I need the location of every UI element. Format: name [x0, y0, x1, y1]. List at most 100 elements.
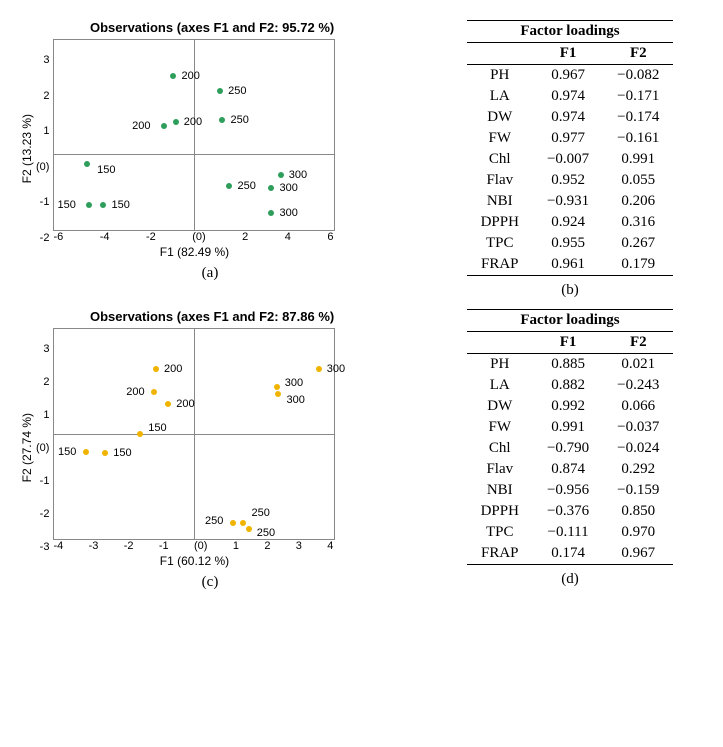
scatter-point: [100, 202, 106, 208]
point-label: 150: [113, 447, 131, 459]
scatter-point: [230, 520, 236, 526]
cell-f1: 0.977: [533, 128, 603, 149]
ytick-label: 3: [36, 54, 49, 66]
cell-f2: −0.243: [603, 375, 673, 396]
table-row: PH0.967−0.082: [467, 65, 674, 87]
ytick-label: 2: [36, 90, 49, 102]
point-label: 300: [279, 182, 297, 194]
chart-a-title: Observations (axes F1 and F2: 95.72 %): [20, 20, 400, 35]
caption-b: (b): [420, 282, 720, 299]
cell-f2: 0.055: [603, 170, 673, 191]
panel-a: Observations (axes F1 and F2: 95.72 %) F…: [20, 20, 400, 299]
ytick-label: -1: [36, 196, 49, 208]
xtick-label: 6: [327, 231, 333, 243]
cell-f2: 0.967: [603, 543, 673, 565]
point-label: 300: [286, 394, 304, 406]
point-label: 200: [176, 398, 194, 410]
chart-a-ylabel: F2 (13.23 %): [20, 114, 34, 183]
table-row: DW0.974−0.174: [467, 107, 674, 128]
scatter-point: [268, 185, 274, 191]
chart-c-plotarea: 150150150200200200250250250300300300: [53, 328, 335, 540]
row-label: LA: [467, 375, 533, 396]
cell-f1: 0.924: [533, 212, 603, 233]
cell-f1: −0.931: [533, 191, 603, 212]
point-label: 200: [126, 386, 144, 398]
caption-c: (c): [20, 574, 400, 591]
row-label: Chl: [467, 149, 533, 170]
xtick-label: -1: [159, 540, 169, 552]
point-label: 150: [111, 199, 129, 211]
cell-f2: 0.267: [603, 233, 673, 254]
figure-grid: Observations (axes F1 and F2: 95.72 %) F…: [20, 20, 703, 591]
table-row: LA0.882−0.243: [467, 375, 674, 396]
cell-f2: −0.024: [603, 438, 673, 459]
scatter-point: [153, 366, 159, 372]
cell-f2: 0.991: [603, 149, 673, 170]
xtick-label: (0): [194, 540, 207, 552]
chart-c-yticks: 321(0)-1-2-3: [36, 343, 53, 553]
chart-c-ylabel: F2 (27.74 %): [20, 413, 34, 482]
scatter-point: [170, 73, 176, 79]
chart-a-yticks: 321(0)-1-2: [36, 54, 53, 244]
table-row: Chl−0.0070.991: [467, 149, 674, 170]
cell-f1: 0.955: [533, 233, 603, 254]
scatter-point: [278, 172, 284, 178]
ytick-label: 3: [36, 343, 49, 355]
xtick-label: 3: [296, 540, 302, 552]
row-label: PH: [467, 65, 533, 87]
scatter-point: [151, 389, 157, 395]
point-label: 200: [164, 363, 182, 375]
table-row: DW0.9920.066: [467, 396, 674, 417]
row-label: FRAP: [467, 254, 533, 276]
table-col-header: F2: [603, 43, 673, 65]
point-label: 150: [97, 164, 115, 176]
table-title: Factor loadings: [467, 21, 674, 43]
point-label: 200: [132, 120, 150, 132]
cell-f2: −0.082: [603, 65, 673, 87]
xtick-label: -3: [89, 540, 99, 552]
table-row: DPPH−0.3760.850: [467, 501, 674, 522]
ytick-label: 2: [36, 376, 49, 388]
row-label: DW: [467, 107, 533, 128]
scatter-point: [274, 384, 280, 390]
table-row: LA0.974−0.171: [467, 86, 674, 107]
panel-b: Factor loadingsF1F2PH0.967−0.082LA0.974−…: [420, 20, 720, 299]
row-label: NBI: [467, 480, 533, 501]
chart-a: Observations (axes F1 and F2: 95.72 %) F…: [20, 20, 400, 259]
cell-f1: −0.956: [533, 480, 603, 501]
ytick-label: 1: [36, 125, 49, 137]
cell-f1: 0.967: [533, 65, 603, 87]
point-label: 250: [228, 85, 246, 97]
xtick-label: -4: [53, 540, 63, 552]
cell-f1: 0.874: [533, 459, 603, 480]
xtick-label: 2: [264, 540, 270, 552]
table-row: Flav0.9520.055: [467, 170, 674, 191]
table-col-header: F1: [533, 332, 603, 354]
cell-f1: 0.174: [533, 543, 603, 565]
cell-f2: −0.037: [603, 417, 673, 438]
cell-f1: −0.376: [533, 501, 603, 522]
cell-f2: −0.174: [603, 107, 673, 128]
xtick-label: 1: [233, 540, 239, 552]
panel-c: Observations (axes F1 and F2: 87.86 %) F…: [20, 309, 400, 591]
ytick-label: 1: [36, 409, 49, 421]
scatter-point: [217, 88, 223, 94]
row-label: TPC: [467, 233, 533, 254]
chart-c-title: Observations (axes F1 and F2: 87.86 %): [20, 309, 400, 324]
point-label: 250: [251, 507, 269, 519]
cell-f2: 0.021: [603, 354, 673, 376]
scatter-point: [316, 366, 322, 372]
table-row: DPPH0.9240.316: [467, 212, 674, 233]
row-label: FW: [467, 128, 533, 149]
row-label: TPC: [467, 522, 533, 543]
scatter-point: [137, 431, 143, 437]
xtick-label: -4: [100, 231, 110, 243]
table-row: NBI−0.9310.206: [467, 191, 674, 212]
chart-a-plotarea: 150150150200200200250250250300300300: [53, 39, 335, 231]
xtick-label: 4: [285, 231, 291, 243]
table-row: FW0.991−0.037: [467, 417, 674, 438]
table-b: Factor loadingsF1F2PH0.967−0.082LA0.974−…: [467, 20, 674, 276]
cell-f1: 0.974: [533, 86, 603, 107]
point-label: 200: [181, 70, 199, 82]
cell-f1: 0.885: [533, 354, 603, 376]
